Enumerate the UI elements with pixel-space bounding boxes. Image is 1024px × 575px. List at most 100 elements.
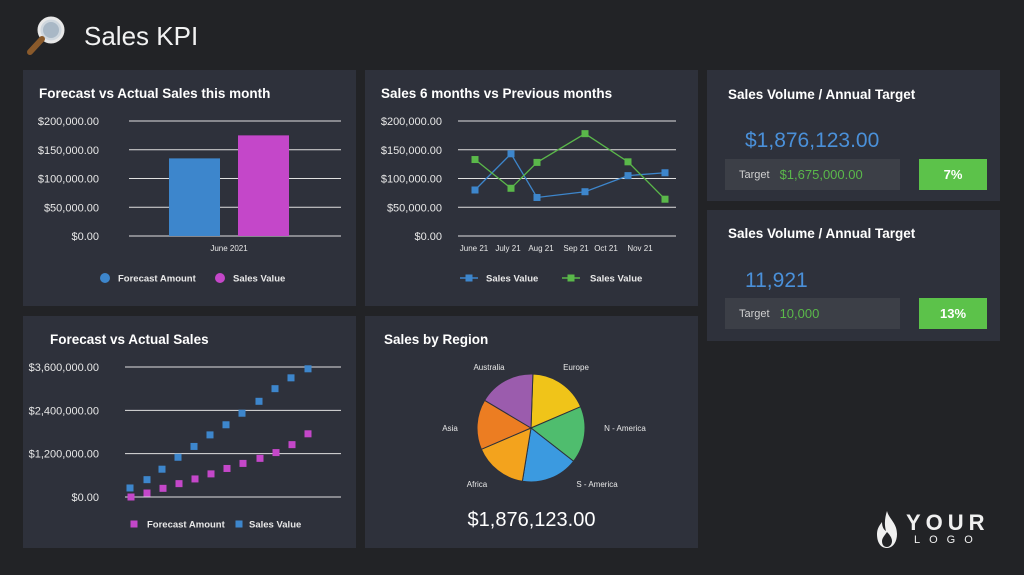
legend-marker [130, 520, 138, 528]
card-title: Sales Volume / Annual Target [728, 87, 916, 102]
legend-marker [100, 273, 110, 283]
y-tick-label: $50,000.00 [44, 202, 99, 214]
x-tick-label: Nov 21 [627, 244, 653, 253]
legend-label: Forecast Amount [147, 520, 226, 531]
data-point-sales [222, 421, 230, 429]
data-point-sales [190, 442, 198, 450]
page-title: Sales KPI [84, 20, 199, 51]
kpi-value: $1,876,123.00 [745, 129, 880, 152]
legend-label: Sales Value [590, 274, 642, 285]
data-point [533, 193, 541, 201]
percent-badge: 13% [919, 298, 987, 329]
legend-label: Forecast Amount [118, 274, 197, 285]
brand-logo: YOUR LOGO [874, 508, 994, 552]
x-tick-label: Oct 21 [594, 244, 618, 253]
data-point-sales [304, 365, 312, 373]
data-point-forecast [256, 454, 264, 462]
data-point-forecast [272, 449, 280, 457]
region-label: Europe [563, 363, 589, 372]
target-box: Target $1,675,000.00 [725, 159, 900, 190]
data-point-forecast [288, 441, 296, 449]
kpi-value: 11,921 [745, 269, 808, 292]
data-point-forecast [304, 430, 312, 438]
data-point [507, 150, 515, 158]
logo-line2: LOGO [914, 534, 982, 546]
data-point-forecast [159, 484, 167, 492]
sales-6-months-card: Sales 6 months vs Previous months $0.00 $… [365, 70, 698, 306]
sales-volume-kpi-card: Sales Volume / Annual Target $1,876,123.… [707, 70, 1000, 201]
data-point-sales [143, 476, 151, 484]
data-point-sales [238, 409, 246, 417]
data-point-forecast [191, 475, 199, 483]
legend-label: Sales Value [233, 274, 285, 285]
data-point [624, 172, 632, 180]
y-tick-label: $3,600,000.00 [29, 362, 99, 374]
x-tick-label: June 21 [460, 244, 489, 253]
data-point-forecast [175, 480, 183, 488]
legend-label: Sales Value [249, 520, 301, 531]
series-line [474, 152, 666, 199]
forecast-vs-actual-month-card: Forecast vs Actual Sales this month $0.0… [23, 70, 356, 306]
y-tick-label: $150,000.00 [38, 145, 99, 157]
card-title: Sales by Region [384, 332, 489, 347]
data-point-sales [255, 397, 263, 405]
data-point [581, 188, 589, 196]
pie-slice [530, 373, 582, 429]
y-tick-label: $200,000.00 [381, 116, 442, 128]
data-point-sales [174, 453, 182, 461]
data-point [624, 158, 632, 166]
pie-slice [480, 427, 532, 482]
data-point-sales [271, 385, 279, 393]
data-point-forecast [223, 464, 231, 472]
x-tick-label: Aug 21 [528, 244, 554, 253]
y-tick-label: $150,000.00 [381, 145, 442, 157]
y-tick-label: $0.00 [71, 231, 99, 243]
legend-label: Sales Value [486, 274, 538, 285]
target-label: Target [739, 168, 770, 181]
bar-forecast-amount [169, 158, 220, 236]
region-total: $1,876,123.00 [467, 509, 596, 531]
y-tick-label: $100,000.00 [38, 174, 99, 186]
data-point-sales [287, 374, 295, 382]
forecast-vs-actual-card: Forecast vs Actual Sales $0.00 $1,200,000… [23, 316, 356, 548]
data-point [533, 158, 541, 166]
logo-line1: YOUR [906, 510, 990, 535]
bar-sales-value [238, 135, 289, 236]
line-chart: $0.00 $50,000.00 $100,000.00 $150,000.00 $20… [381, 116, 676, 285]
data-point [507, 184, 515, 192]
data-point-forecast [143, 489, 151, 497]
legend-marker [465, 274, 473, 282]
pie-slice [530, 406, 586, 462]
data-point-forecast [207, 470, 215, 478]
data-point-forecast [239, 459, 247, 467]
card-title: Forecast vs Actual Sales [50, 332, 209, 347]
page-header: Sales KPI [24, 12, 198, 60]
flame-icon [877, 511, 897, 548]
pie-chart: Europe N - America S - America Africa Asia Au… [442, 363, 646, 489]
scatter-chart: $0.00 $1,200,000.00 $2,400,000.00 $3,600,00… [29, 362, 341, 531]
data-point [661, 195, 669, 203]
target-value: 10,000 [779, 306, 820, 321]
y-tick-label: $50,000.00 [387, 202, 442, 214]
data-point [471, 156, 479, 164]
data-point-forecast [127, 493, 135, 501]
y-tick-label: $1,200,000.00 [29, 449, 99, 461]
data-point [661, 169, 669, 177]
data-point-sales [126, 484, 134, 492]
legend-marker [235, 520, 243, 528]
pie-slice [483, 373, 534, 429]
target-value: $1,675,000.00 [779, 167, 863, 182]
legend-marker [215, 273, 225, 283]
magnifier-icon [27, 16, 65, 55]
region-label: Africa [467, 480, 488, 489]
legend-marker [567, 274, 575, 282]
sales-volume-units-card: Sales Volume / Annual Target 11,921 Targ… [707, 210, 1000, 341]
data-point-sales [206, 431, 214, 439]
target-label: Target [739, 307, 770, 320]
series-line [474, 132, 666, 200]
y-tick-label: $2,400,000.00 [29, 405, 99, 417]
data-point [471, 186, 479, 194]
y-tick-label: $200,000.00 [38, 116, 99, 128]
card-title: Sales 6 months vs Previous months [381, 86, 613, 101]
pie-slice [521, 427, 575, 483]
